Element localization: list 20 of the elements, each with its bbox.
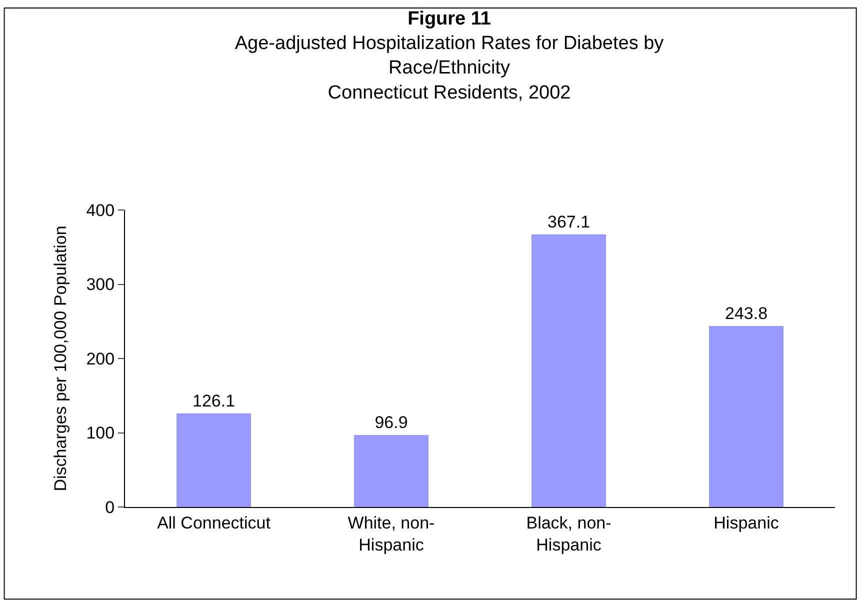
data-label: 367.1 (547, 212, 590, 232)
x-tick-label: White, non-Hispanic (348, 513, 435, 554)
bar (708, 326, 784, 507)
chart-title: Figure 11 (408, 8, 492, 30)
x-tick-label: Black, non-Hispanic (526, 513, 612, 554)
y-tick-label: 200 (86, 349, 115, 368)
x-tick-label: Hispanic (714, 513, 780, 532)
bar (354, 435, 429, 507)
y-tick-label: 300 (86, 275, 115, 294)
bar (176, 413, 252, 507)
y-tick-label: 0 (105, 498, 115, 517)
chart-subtitle: Age-adjusted Hospitalization Rates for Diabetes by Race/Ethnicity Connecticut Residents, 2002 (234, 32, 664, 104)
y-tick-label: 100 (86, 424, 115, 443)
x-tick-label: All Connecticut (157, 513, 271, 532)
data-label: 126.1 (192, 391, 236, 410)
bar (531, 234, 606, 507)
data-label: 243.8 (724, 304, 768, 323)
y-tick-label: 400 (86, 200, 115, 220)
data-label: 96.9 (374, 413, 408, 432)
y-axis-title: Discharges per 100,000 Population (50, 226, 70, 492)
